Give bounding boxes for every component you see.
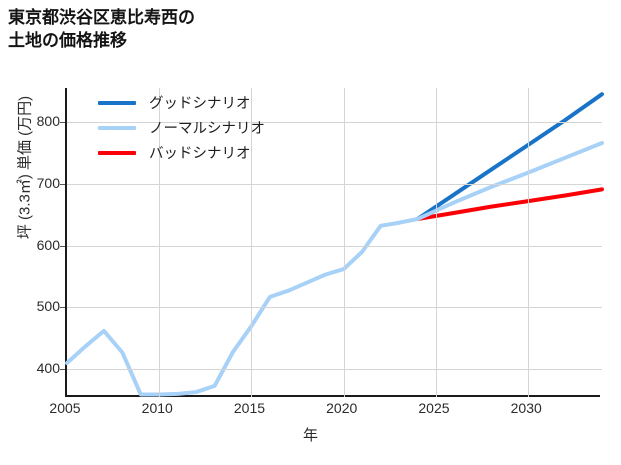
gridline-vertical: [251, 88, 253, 397]
series-line: [415, 187, 604, 222]
x-tick-label: 2010: [141, 400, 173, 416]
y-tick-mark: [60, 307, 65, 309]
gridline-horizontal: [67, 183, 602, 185]
legend-item-bad[interactable]: バッドシナリオ: [98, 140, 308, 165]
x-tick-label: 2005: [49, 400, 81, 416]
legend-swatch-bad: [98, 150, 136, 155]
x-tick-label: 2030: [510, 400, 542, 416]
series-line: [65, 141, 604, 397]
legend-label-bad: バッドシナリオ: [149, 146, 251, 162]
x-tick-label: 2025: [418, 400, 450, 416]
y-tick-mark: [60, 183, 65, 185]
gridline-horizontal: [67, 369, 602, 371]
legend-item-normal[interactable]: ノーマルシナリオ: [98, 115, 308, 140]
y-axis-title: 坪 (3.3㎡) 単価 (万円): [16, 95, 34, 240]
gridline-horizontal: [67, 307, 602, 309]
gridline-vertical: [343, 88, 345, 397]
gridline-vertical: [435, 88, 437, 397]
series-line: [415, 92, 604, 222]
legend-swatch-normal: [98, 125, 136, 130]
y-tick-label: 400: [36, 360, 60, 377]
y-tick-label: 700: [36, 174, 60, 191]
series-lines: [65, 92, 604, 397]
y-tick-label: 600: [36, 236, 60, 253]
legend-swatch-good: [98, 100, 136, 105]
chart-title: 東京都渋谷区恵比寿西の 土地の価格推移: [8, 8, 195, 51]
legend-label-normal: ノーマルシナリオ: [149, 121, 265, 137]
chart-legend: グッドシナリオ ノーマルシナリオ バッドシナリオ: [98, 90, 308, 165]
gridline-horizontal: [67, 245, 602, 247]
plot-area: [65, 88, 604, 397]
x-tick-label: 2015: [233, 400, 266, 416]
y-tick-label: 800: [36, 112, 60, 129]
y-tick-mark: [60, 245, 65, 247]
x-axis-title: 年: [302, 427, 318, 444]
gridline-horizontal: [67, 121, 602, 123]
x-tick-label: 2020: [326, 400, 358, 416]
gridline-vertical: [528, 88, 530, 397]
legend-item-good[interactable]: グッドシナリオ: [98, 90, 308, 115]
y-tick-mark: [60, 369, 65, 371]
gridline-vertical: [159, 88, 161, 397]
y-tick-mark: [60, 121, 65, 123]
y-tick-label: 500: [36, 298, 60, 315]
legend-label-good: グッドシナリオ: [149, 96, 251, 112]
